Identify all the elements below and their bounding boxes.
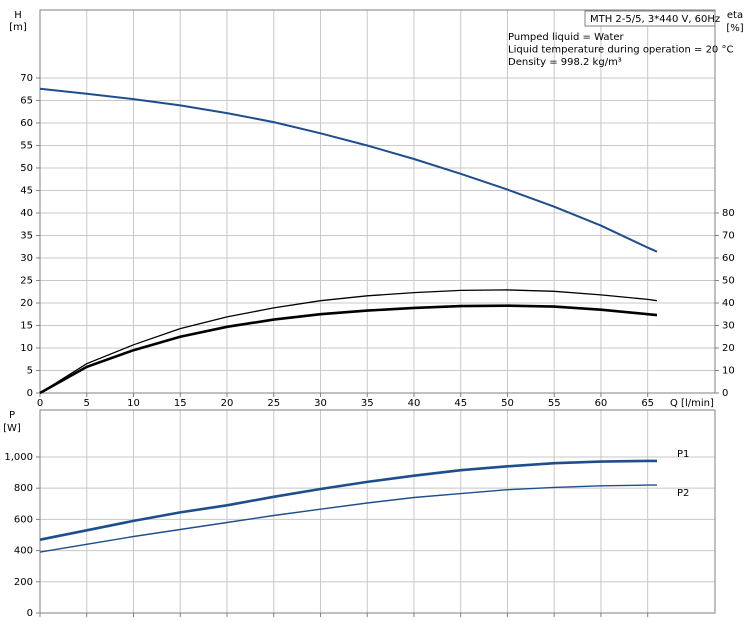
y2-tick-label: 0 (722, 388, 728, 399)
legend-label: P2 (677, 488, 689, 499)
y-axis-unit: [m] (9, 22, 27, 33)
x-tick-label: 35 (361, 398, 374, 409)
annotation: Liquid temperature during operation = 20… (508, 45, 733, 56)
y-tick-label: 5 (27, 365, 33, 376)
x-tick-label: 25 (267, 398, 280, 409)
x-axis-label: Q [l/min] (670, 398, 714, 409)
y-tick-label: 600 (14, 514, 33, 525)
y-tick-label: 10 (20, 343, 33, 354)
x-tick-label: 40 (408, 398, 421, 409)
x-tick-label: 50 (501, 398, 514, 409)
curve (39, 289, 658, 394)
y-tick-label: 45 (20, 185, 33, 196)
chart-title: MTH 2-5/5, 3*440 V, 60Hz (590, 14, 720, 25)
y-tick-label: 35 (20, 230, 33, 241)
y2-tick-label: 60 (722, 253, 735, 264)
y2-tick-label: 10 (722, 365, 735, 376)
y-tick-label: 15 (20, 320, 33, 331)
y-tick-label: 65 (20, 95, 33, 106)
y2-tick-label: 40 (722, 298, 735, 309)
y-tick-label: 40 (20, 208, 33, 219)
y2-tick-label: 50 (722, 275, 735, 286)
x-tick-label: 5 (84, 398, 90, 409)
annotation: Density = 998.2 kg/m³ (508, 57, 622, 68)
y-tick-label: 20 (20, 298, 33, 309)
x-tick-label: 45 (454, 398, 467, 409)
y-axis-unit: [W] (3, 423, 21, 434)
x-tick-label: 20 (221, 398, 234, 409)
x-tick-label: 10 (127, 398, 140, 409)
plot-frame (39, 9, 716, 394)
y2-tick-label: 20 (722, 343, 735, 354)
x-tick-label: 65 (641, 398, 654, 409)
y2-axis-unit: [%] (726, 23, 743, 34)
y-tick-label: 800 (14, 483, 33, 494)
annotation: Pumped liquid = Water (508, 32, 625, 43)
plot-frame (39, 409, 716, 614)
y2-axis-label: eta (727, 10, 743, 21)
y-tick-label: 0 (27, 388, 33, 399)
y2-tick-label: 80 (722, 208, 735, 219)
y-tick-label: 55 (20, 140, 33, 151)
legend-label: P1 (677, 449, 689, 460)
curve (39, 304, 658, 395)
y-tick-label: 1,000 (4, 452, 33, 463)
y-tick-label: 200 (14, 577, 33, 588)
y2-tick-label: 70 (722, 230, 735, 241)
y-tick-label: 60 (20, 118, 33, 129)
x-tick-label: 15 (174, 398, 187, 409)
y-tick-label: 70 (20, 73, 33, 84)
y2-tick-label: 30 (722, 320, 735, 331)
y-tick-label: 400 (14, 546, 33, 557)
y-axis-label: H (14, 10, 22, 21)
y-tick-label: 30 (20, 253, 33, 264)
curve (39, 459, 657, 541)
x-tick-label: 0 (37, 398, 43, 409)
curve (39, 87, 658, 253)
legend-box (584, 10, 716, 27)
curve (39, 484, 657, 553)
x-tick-label: 60 (595, 398, 608, 409)
y-tick-label: 0 (27, 608, 33, 619)
x-tick-label: 55 (548, 398, 561, 409)
y-tick-label: 25 (20, 275, 33, 286)
y-tick-label: 50 (20, 163, 33, 174)
x-tick-label: 30 (314, 398, 327, 409)
y-axis-label: P (9, 410, 15, 421)
